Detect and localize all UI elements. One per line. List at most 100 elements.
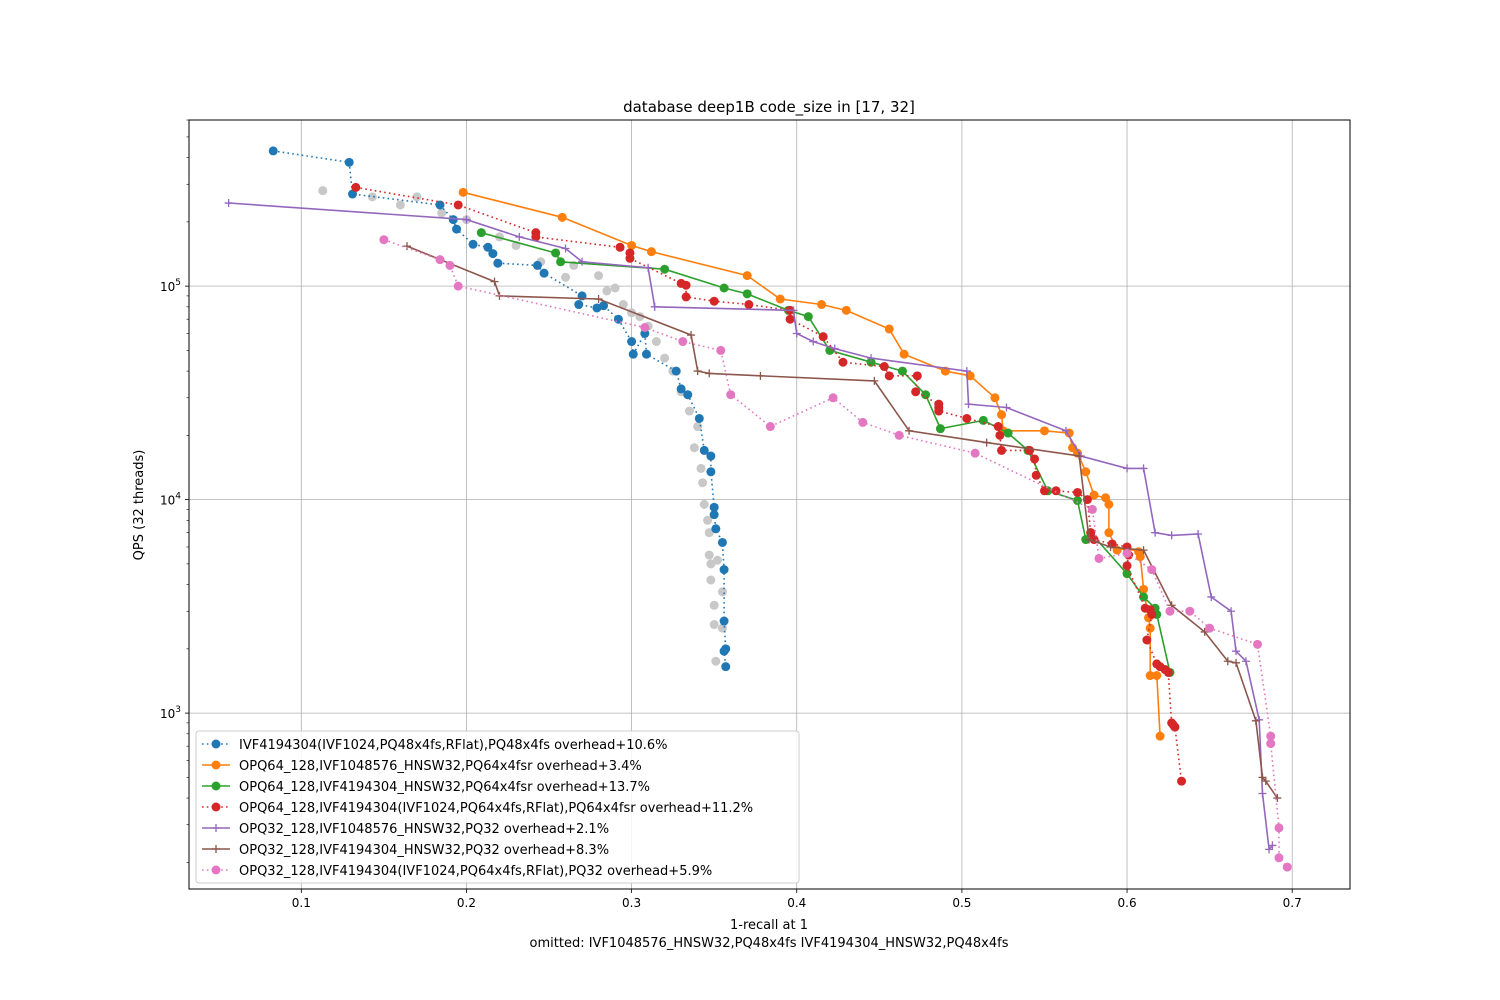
data-point bbox=[934, 406, 944, 416]
data-point bbox=[1104, 499, 1114, 509]
data-point bbox=[1282, 862, 1292, 872]
data-point bbox=[742, 271, 752, 281]
data-point bbox=[1142, 635, 1152, 645]
data-point bbox=[1170, 722, 1180, 732]
data-point bbox=[1122, 561, 1132, 571]
legend-entry: OPQ64_128,IVF4194304_HNSW32,PQ64x4fsr ov… bbox=[202, 780, 650, 795]
data-point bbox=[709, 510, 719, 520]
data-point bbox=[1094, 553, 1104, 563]
x-axis-note: omitted: IVF1048576_HNSW32,PQ48x4fs IVF4… bbox=[530, 936, 1009, 951]
data-point bbox=[1075, 452, 1084, 461]
data-point bbox=[1273, 794, 1282, 803]
data-point bbox=[1147, 609, 1157, 619]
background-point bbox=[618, 300, 628, 310]
legend-label: OPQ64_128,IVF4194304_HNSW32,PQ64x4fsr ov… bbox=[239, 780, 650, 795]
data-point bbox=[627, 337, 637, 347]
data-point bbox=[870, 376, 879, 385]
data-point bbox=[683, 390, 693, 400]
data-point bbox=[448, 215, 458, 225]
data-point bbox=[905, 426, 914, 435]
data-point bbox=[693, 367, 702, 376]
data-point bbox=[681, 292, 691, 302]
data-point bbox=[1241, 657, 1250, 666]
data-point bbox=[1089, 490, 1099, 500]
data-point bbox=[1145, 623, 1155, 633]
legend-label: OPQ64_128,IVF4194304(IVF1024,PQ64x4fs,RF… bbox=[239, 801, 753, 816]
data-point bbox=[1081, 467, 1091, 477]
data-point bbox=[1274, 823, 1284, 833]
legend-box bbox=[195, 730, 800, 884]
data-point bbox=[716, 345, 726, 355]
data-point bbox=[866, 357, 876, 367]
data-point bbox=[561, 244, 570, 253]
data-point bbox=[1185, 606, 1195, 616]
background-point bbox=[704, 550, 714, 560]
data-point bbox=[1261, 777, 1270, 786]
data-point bbox=[789, 306, 798, 315]
x-tick-label: 0.6 bbox=[1118, 896, 1137, 910]
data-point bbox=[1085, 535, 1094, 544]
background-point bbox=[709, 600, 719, 610]
y-tick-label: 104 bbox=[160, 492, 181, 508]
data-point bbox=[894, 430, 904, 440]
background-point bbox=[689, 443, 699, 453]
data-point bbox=[841, 305, 851, 315]
legend-entry: OPQ64_128,IVF1048576_HNSW32,PQ64x4fsr ov… bbox=[202, 759, 642, 774]
data-point bbox=[838, 357, 848, 367]
data-point bbox=[1165, 606, 1175, 616]
background-point bbox=[717, 587, 727, 597]
legend-marker bbox=[212, 824, 220, 832]
data-point bbox=[709, 296, 719, 306]
data-point bbox=[1227, 607, 1236, 616]
data-point bbox=[785, 314, 795, 324]
data-point bbox=[997, 445, 1007, 455]
data-point bbox=[756, 371, 765, 380]
data-point bbox=[897, 366, 907, 376]
data-point bbox=[1251, 716, 1260, 725]
data-point bbox=[970, 448, 980, 458]
background-point bbox=[395, 200, 405, 210]
data-point bbox=[452, 224, 462, 234]
data-point bbox=[705, 369, 714, 378]
data-point bbox=[995, 430, 1005, 440]
series-layer bbox=[224, 146, 1292, 872]
chart-title: database deep1B code_size in [17, 32] bbox=[623, 98, 915, 117]
data-point bbox=[982, 438, 991, 447]
data-point bbox=[1139, 592, 1149, 602]
x-tick-label: 0.2 bbox=[457, 896, 476, 910]
background-point bbox=[367, 192, 377, 202]
background-point bbox=[706, 575, 716, 585]
data-point bbox=[1061, 426, 1070, 435]
y-tick-label: 103 bbox=[160, 705, 181, 721]
data-point bbox=[719, 565, 729, 575]
x-tick-label: 0.7 bbox=[1283, 896, 1302, 910]
legend-label: OPQ32_128,IVF4194304_HNSW32,PQ32 overhea… bbox=[239, 843, 609, 858]
legend-label: OPQ64_128,IVF1048576_HNSW32,PQ64x4fsr ov… bbox=[239, 759, 642, 774]
data-point bbox=[828, 393, 838, 403]
data-point bbox=[224, 199, 233, 208]
background-point bbox=[709, 620, 719, 630]
y-axis-label: QPS (32 threads) bbox=[132, 450, 147, 561]
series-6 bbox=[402, 242, 1282, 803]
data-point bbox=[1123, 464, 1132, 473]
background-point bbox=[610, 283, 620, 293]
legend-entry: OPQ32_128,IVF1048576_HNSW32,PQ32 overhea… bbox=[202, 822, 609, 837]
data-point bbox=[1104, 528, 1114, 538]
legend-entry: IVF4194304(IVF1024,PQ48x4fs,RFlat),PQ48x… bbox=[202, 738, 668, 753]
legend-marker bbox=[211, 865, 221, 875]
data-point bbox=[1266, 731, 1276, 741]
data-point bbox=[1030, 454, 1040, 464]
data-point bbox=[1003, 428, 1013, 438]
background-point bbox=[699, 499, 709, 509]
series-7 bbox=[379, 235, 1292, 872]
data-point bbox=[935, 424, 945, 434]
series-line bbox=[383, 238, 1288, 868]
data-point bbox=[435, 255, 445, 265]
background-point bbox=[696, 463, 706, 473]
data-point bbox=[1232, 647, 1241, 656]
data-point bbox=[1258, 789, 1267, 798]
data-point bbox=[717, 537, 727, 547]
legend-marker bbox=[212, 845, 220, 853]
data-point bbox=[625, 253, 635, 263]
data-point bbox=[997, 410, 1007, 420]
